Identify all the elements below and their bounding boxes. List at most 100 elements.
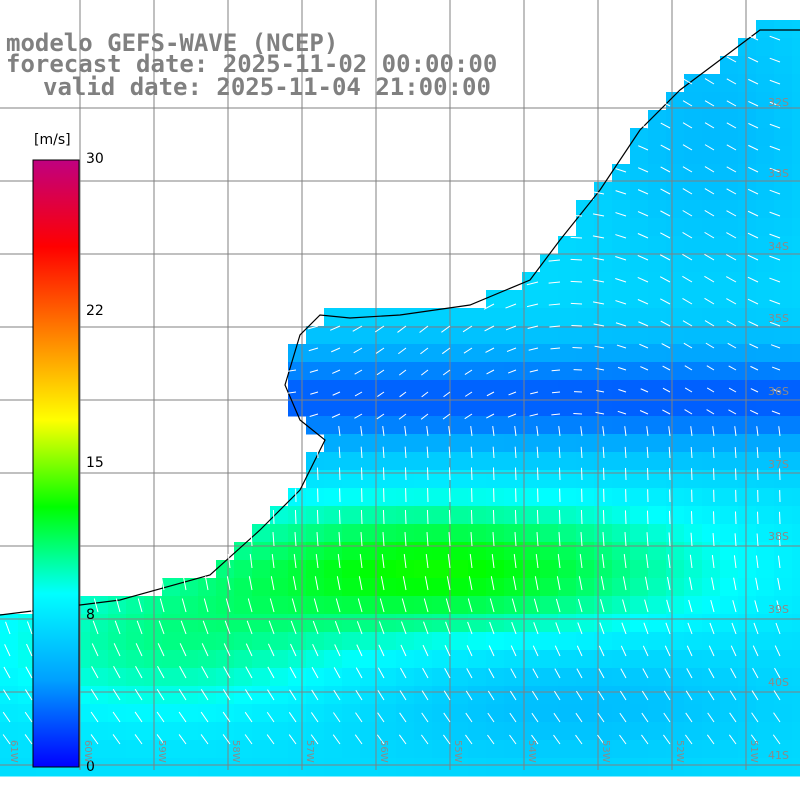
wind-cell	[648, 236, 667, 255]
wind-cell	[612, 254, 631, 273]
wind-cell	[684, 758, 703, 777]
wind-arrow	[668, 426, 671, 437]
wind-cell	[702, 182, 721, 201]
wind-arrow	[594, 345, 605, 349]
wind-cell	[792, 704, 800, 723]
wind-arrow	[334, 644, 341, 657]
wind-cell	[630, 272, 649, 291]
wind-cell	[504, 344, 523, 363]
wind-arrow	[397, 325, 407, 333]
wind-cell	[792, 416, 800, 435]
wind-cell	[576, 668, 595, 687]
wind-arrow	[399, 712, 407, 723]
wind-cell	[720, 488, 739, 507]
wind-arrow	[353, 347, 363, 354]
wind-arrow	[292, 576, 297, 591]
wind-cell	[558, 380, 577, 399]
wind-cell	[774, 20, 793, 39]
wind-arrow	[615, 234, 627, 239]
wind-cell	[360, 470, 379, 489]
wind-arrow	[338, 509, 341, 525]
wind-arrow	[748, 320, 759, 327]
wind-arrow	[159, 598, 165, 613]
wind-cell	[684, 362, 703, 381]
wind-cell	[792, 236, 800, 255]
wind-cell	[324, 344, 343, 363]
wind-cell	[180, 686, 199, 705]
wind-arrow	[421, 712, 429, 723]
wind-cell	[756, 488, 775, 507]
wind-cell	[486, 506, 505, 525]
wind-cell	[630, 560, 649, 579]
colorbar-tick-30: 30	[86, 151, 104, 167]
wind-arrow	[90, 689, 99, 701]
wind-cell	[306, 542, 325, 561]
wind-arrow	[640, 366, 649, 371]
wind-cell	[234, 668, 253, 687]
wind-arrow	[769, 79, 781, 85]
lon-label: 54W	[526, 740, 537, 763]
wind-cell	[504, 524, 523, 543]
wind-cell	[720, 470, 739, 489]
wind-cell	[612, 452, 631, 471]
wind-cell	[378, 740, 397, 759]
wind-arrow	[421, 391, 429, 398]
wind-arrow	[290, 620, 297, 635]
wind-arrow	[113, 666, 121, 679]
wind-cell	[144, 686, 163, 705]
wind-arrow	[668, 446, 671, 459]
wind-cell	[486, 308, 505, 327]
wind-cell	[756, 110, 775, 129]
wind-cell	[612, 686, 631, 705]
wind-cell	[648, 668, 667, 687]
wind-arrow	[602, 532, 605, 547]
wind-arrow	[445, 598, 451, 613]
wind-cell	[342, 452, 361, 471]
wind-arrow	[426, 446, 429, 459]
wind-cell	[702, 236, 721, 255]
wind-arrow	[378, 621, 385, 635]
wind-cell	[738, 542, 757, 561]
wind-cell	[378, 704, 397, 723]
wind-cell	[648, 290, 667, 309]
wind-arrow	[422, 644, 429, 657]
wind-arrow	[4, 644, 11, 657]
wind-arrow	[712, 511, 715, 525]
wind-cell	[594, 488, 613, 507]
wind-arrow	[3, 689, 11, 701]
wind-cell	[792, 686, 800, 705]
wind-cell	[756, 128, 775, 147]
wind-arrow	[338, 532, 341, 547]
wind-cell	[342, 560, 361, 579]
wind-cell	[774, 596, 793, 615]
wind-cell	[342, 506, 361, 525]
wind-arrow	[511, 622, 517, 635]
lat-label: 33S	[768, 167, 789, 180]
wind-cell	[558, 308, 577, 327]
wind-arrow	[112, 711, 121, 723]
wind-cell	[702, 632, 721, 651]
wind-arrow	[156, 711, 165, 723]
wind-cell	[612, 236, 631, 255]
wind-arrow	[309, 369, 319, 373]
wind-cell	[792, 380, 800, 399]
wind-cell	[90, 704, 109, 723]
wind-arrow	[777, 577, 781, 591]
wind-cell	[486, 344, 505, 363]
wind-arrow	[470, 467, 473, 481]
wind-arrow	[512, 576, 517, 591]
wind-cell	[738, 290, 757, 309]
wind-arrow	[381, 554, 385, 569]
wind-arrow	[376, 413, 385, 420]
wind-cell	[432, 506, 451, 525]
wind-cell	[558, 290, 577, 309]
wind-cell	[738, 470, 757, 489]
wind-cell	[720, 722, 739, 741]
wind-cell	[540, 668, 559, 687]
wind-cell	[450, 614, 469, 633]
wind-arrow	[529, 413, 539, 417]
wind-cell	[720, 200, 739, 219]
wind-cell	[216, 668, 235, 687]
wind-arrow	[550, 347, 561, 350]
wind-arrow	[682, 210, 693, 217]
